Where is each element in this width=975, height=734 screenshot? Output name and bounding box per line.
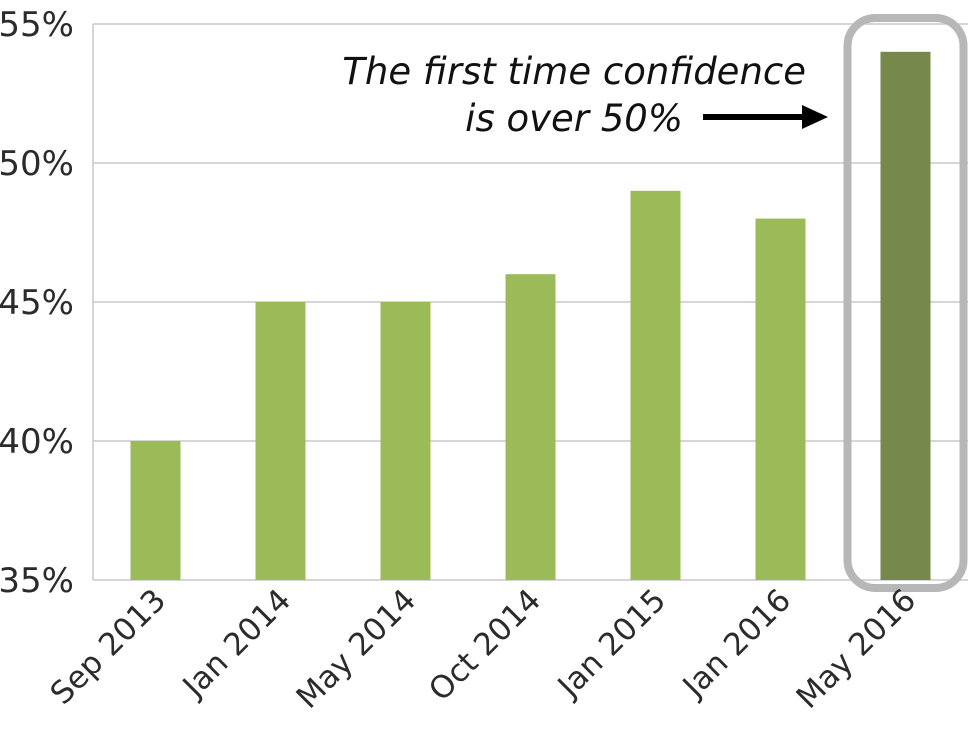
bar-4 [505,274,556,580]
x-tick-label: Jan 2016 [675,582,798,705]
highlight-box [843,14,968,592]
y-tick-label: 35% [0,561,74,601]
x-tick-label: Jan 2014 [175,582,298,705]
y-tick-label: 50% [0,144,74,184]
x-tick-label: May 2014 [290,582,424,716]
y-tick-label: 40% [0,422,74,462]
bar-2 [255,302,306,580]
x-tick-label: Jan 2015 [550,582,673,705]
bar-6 [755,218,806,580]
bar-7 [880,51,931,581]
bar-3 [380,302,431,580]
x-tick-label: May 2016 [790,582,924,716]
highlight-group [843,14,968,592]
bar-5 [630,190,681,581]
annotation-line-1: The first time confidence [342,50,806,93]
y-tick-label: 45% [0,283,74,323]
x-tick-label: Sep 2013 [44,582,174,712]
bars [130,51,931,581]
annotation-line-2: is over 50% [465,97,683,140]
x-tick-label: Oct 2014 [422,582,548,708]
bar-1 [130,441,181,580]
annotation: The first time confidence is over 50% [342,50,828,140]
annotation-arrow-head [802,105,828,129]
y-tick-label: 55% [0,5,74,45]
